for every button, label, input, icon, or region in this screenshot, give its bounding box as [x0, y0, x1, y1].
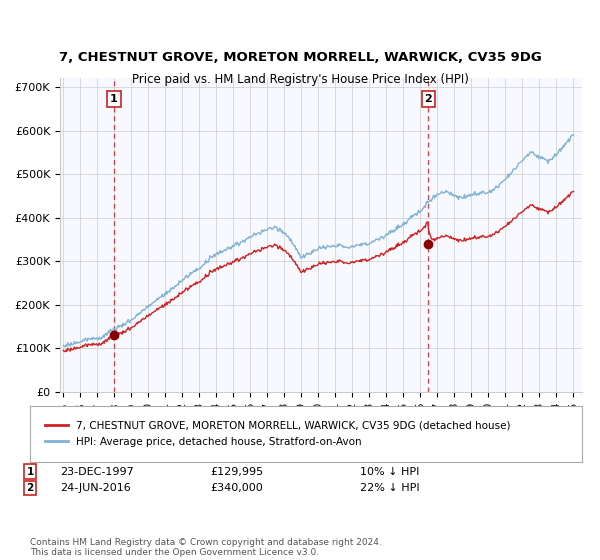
Text: £129,995: £129,995 [210, 466, 263, 477]
Text: 1: 1 [110, 94, 118, 104]
Text: 22% ↓ HPI: 22% ↓ HPI [360, 483, 419, 493]
Text: Contains HM Land Registry data © Crown copyright and database right 2024.
This d: Contains HM Land Registry data © Crown c… [30, 538, 382, 557]
Text: 7, CHESTNUT GROVE, MORETON MORRELL, WARWICK, CV35 9DG: 7, CHESTNUT GROVE, MORETON MORRELL, WARW… [59, 52, 541, 64]
Text: 1: 1 [26, 466, 34, 477]
Text: 24-JUN-2016: 24-JUN-2016 [60, 483, 131, 493]
Text: Price paid vs. HM Land Registry's House Price Index (HPI): Price paid vs. HM Land Registry's House … [131, 73, 469, 86]
Text: 23-DEC-1997: 23-DEC-1997 [60, 466, 134, 477]
Text: £340,000: £340,000 [210, 483, 263, 493]
Text: 2: 2 [26, 483, 34, 493]
Legend: 7, CHESTNUT GROVE, MORETON MORRELL, WARWICK, CV35 9DG (detached house), HPI: Ave: 7, CHESTNUT GROVE, MORETON MORRELL, WARW… [41, 417, 515, 451]
Text: 2: 2 [425, 94, 433, 104]
Text: 10% ↓ HPI: 10% ↓ HPI [360, 466, 419, 477]
